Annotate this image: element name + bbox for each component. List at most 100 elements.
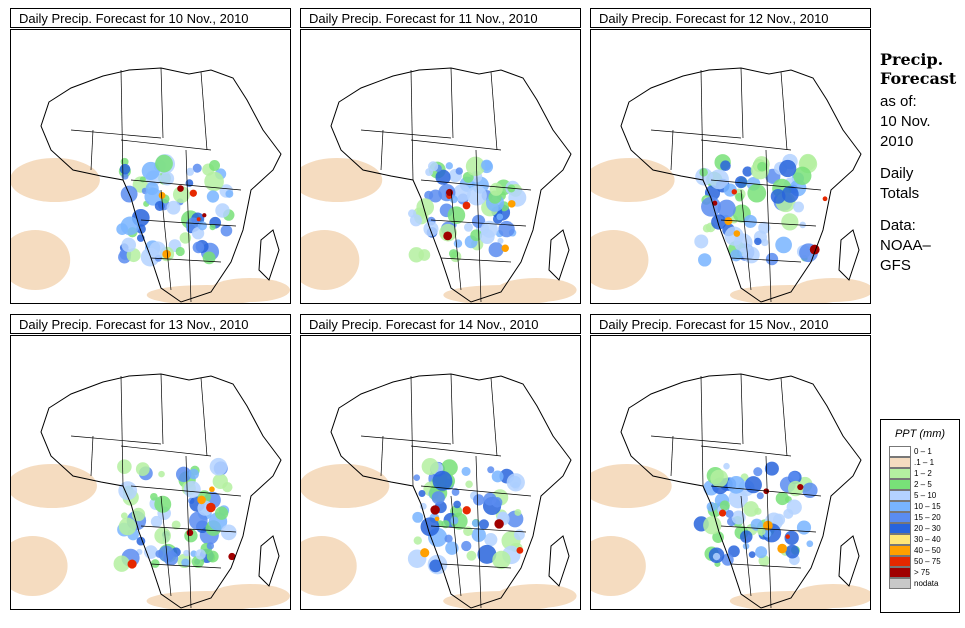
rain-cell bbox=[757, 161, 767, 172]
rain-cell bbox=[445, 162, 453, 170]
rain-cell bbox=[799, 153, 817, 171]
legend-swatch bbox=[889, 512, 911, 523]
rain-cell bbox=[171, 520, 181, 530]
ppt-legend: PPT (mm) 0 – 1 .1 – 1 1 – 2 2 – 5 5 – 10 10 –… bbox=[880, 419, 960, 613]
legend-label: 15 – 20 bbox=[914, 513, 941, 522]
heavy-rain-cell bbox=[777, 543, 787, 554]
rain-cell bbox=[118, 517, 137, 536]
forecast-panel-nov11: Daily Precip. Forecast for 11 Nov., 2010 bbox=[300, 8, 581, 304]
rain-cell bbox=[195, 549, 206, 560]
rain-cell bbox=[150, 559, 160, 568]
legend-item: 10 – 15 bbox=[881, 501, 959, 512]
heavy-rain-cell bbox=[797, 483, 804, 491]
rain-cell bbox=[209, 224, 216, 231]
country-border bbox=[740, 373, 744, 445]
heavy-rain-cell bbox=[763, 520, 773, 531]
rain-cell bbox=[461, 540, 472, 552]
forecast-panel-nov13: Daily Precip. Forecast for 13 Nov., 2010 bbox=[10, 314, 291, 610]
heavy-rain-cell bbox=[162, 249, 171, 259]
sidebar-heading-1: Precip. bbox=[880, 50, 944, 69]
heavy-rain-cell bbox=[443, 231, 453, 241]
map-graphic bbox=[11, 67, 290, 303]
country-border bbox=[160, 67, 164, 139]
rain-cell bbox=[710, 469, 729, 488]
country-border bbox=[360, 435, 452, 445]
rain-cell bbox=[206, 190, 220, 203]
rain-cell bbox=[418, 249, 431, 261]
dry-area bbox=[793, 584, 870, 608]
rain-cell bbox=[429, 559, 443, 573]
rain-cell bbox=[154, 495, 172, 513]
rain-cell bbox=[740, 530, 753, 543]
legend-swatch bbox=[889, 479, 911, 490]
rain-cell bbox=[209, 457, 228, 476]
legend-swatch bbox=[889, 567, 911, 578]
rain-cell bbox=[141, 161, 160, 181]
legend-item: nodata bbox=[881, 578, 959, 589]
rain-cell bbox=[412, 511, 424, 523]
rain-cell bbox=[702, 224, 712, 233]
coastline bbox=[330, 373, 572, 609]
dry-area bbox=[591, 536, 646, 596]
rain-cell bbox=[770, 189, 786, 204]
heavy-rain-cell bbox=[501, 244, 509, 252]
rain-cell bbox=[158, 545, 175, 562]
legend-swatch bbox=[889, 523, 911, 534]
country-border bbox=[450, 67, 454, 139]
rain-cell bbox=[206, 542, 215, 550]
dry-area bbox=[209, 278, 290, 302]
dry-area bbox=[301, 536, 357, 596]
legend-label: 5 – 10 bbox=[914, 491, 937, 500]
rain-cell bbox=[188, 468, 200, 480]
dry-area bbox=[301, 464, 390, 508]
country-border bbox=[700, 375, 704, 487]
rain-cell bbox=[717, 199, 736, 218]
rain-cell bbox=[220, 224, 233, 237]
rain-cell bbox=[150, 515, 163, 528]
coastline bbox=[620, 373, 862, 609]
legend-swatch bbox=[889, 556, 911, 567]
country-border bbox=[70, 435, 162, 445]
precip-map bbox=[300, 335, 581, 610]
rain-cell bbox=[214, 506, 229, 520]
coastline bbox=[40, 67, 282, 303]
rain-cell bbox=[742, 166, 753, 177]
madagascar-outline bbox=[548, 229, 570, 281]
country-border bbox=[765, 455, 772, 609]
rain-cell bbox=[149, 241, 166, 258]
legend-swatch bbox=[889, 578, 911, 589]
country-border bbox=[450, 373, 454, 445]
heavy-rain-cell bbox=[197, 495, 206, 505]
heavy-rain-cell bbox=[127, 559, 137, 569]
rain-cell bbox=[735, 192, 744, 202]
rain-cell bbox=[725, 509, 734, 518]
legend-label: 10 – 15 bbox=[914, 502, 941, 511]
data-source-2: NOAA– bbox=[880, 237, 931, 254]
heavy-rain-cell bbox=[177, 185, 184, 192]
country-border bbox=[440, 563, 512, 569]
rain-cell bbox=[453, 184, 471, 202]
legend-label: 50 – 75 bbox=[914, 557, 941, 566]
heavy-rain-cell bbox=[462, 506, 471, 515]
rain-cell bbox=[478, 519, 489, 530]
forecast-panel-nov14: Daily Precip. Forecast for 14 Nov., 2010 bbox=[300, 314, 581, 610]
rain-cell bbox=[806, 540, 814, 548]
rain-cell bbox=[698, 253, 712, 267]
heavy-rain-cell bbox=[189, 189, 197, 197]
rain-cell bbox=[197, 221, 208, 231]
country-border bbox=[780, 377, 788, 457]
rain-cell bbox=[492, 550, 511, 570]
country-border bbox=[700, 445, 792, 457]
legend-item: 5 – 10 bbox=[881, 490, 959, 501]
rain-cell bbox=[461, 466, 471, 476]
rain-cell bbox=[763, 530, 772, 538]
dry-area bbox=[793, 278, 870, 302]
dry-area bbox=[496, 278, 577, 302]
legend-item: > 75 bbox=[881, 567, 959, 578]
legend-item: 0 – 1 bbox=[881, 446, 959, 457]
rain-cell bbox=[711, 214, 727, 230]
dry-area bbox=[591, 158, 675, 202]
heavy-rain-cell bbox=[196, 217, 201, 222]
legend-swatch bbox=[889, 490, 911, 501]
rain-cell bbox=[775, 236, 792, 254]
